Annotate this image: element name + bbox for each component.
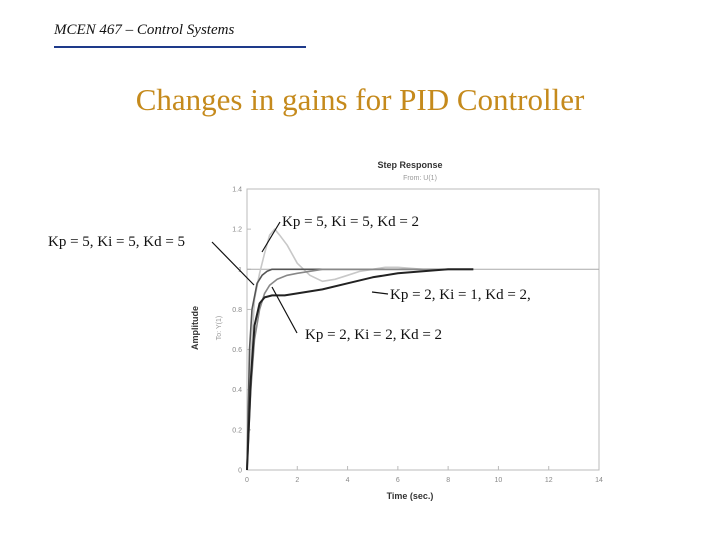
x-tick-label: 8: [446, 477, 450, 484]
pointer-kp2-ki1-kd2: [371, 291, 389, 295]
y-tick-label: 0.6: [232, 347, 242, 354]
y-tick-label: 1.2: [232, 227, 242, 234]
label-kp5-ki5-kd5: Kp = 5, Ki = 5, Kd = 5: [48, 234, 185, 250]
course-header: MCEN 467 – Control Systems: [54, 20, 306, 48]
y-tick-label: 0.8: [232, 307, 242, 314]
chart-subtitle: From: U(1): [403, 175, 437, 182]
label-kp5-ki5-kd2: Kp = 5, Ki = 5, Kd = 2: [282, 214, 419, 230]
x-tick-label: 14: [595, 477, 603, 484]
series-layer: [246, 228, 599, 471]
x-tick-label: 12: [545, 477, 553, 484]
label-kp2-ki2-kd2: Kp = 2, Ki = 2, Kd = 2: [305, 327, 442, 343]
x-tick-label: 2: [295, 477, 299, 484]
series-line-4: [246, 268, 474, 471]
y-tick-label: 0.4: [232, 387, 242, 394]
y-axis-label: Amplitude: [190, 306, 200, 350]
pointer-kp2-ki2-kd2: [271, 286, 298, 334]
y-tick-label: 1.4: [232, 187, 242, 194]
x-axis-label: Time (sec.): [387, 491, 434, 501]
y-tick-label: 0.2: [232, 427, 242, 434]
x-tick-label: 0: [245, 477, 249, 484]
chart-title: Step Response: [377, 160, 442, 170]
plot-frame: [246, 188, 600, 471]
y-tick-label: 0: [238, 468, 242, 475]
series-line-1: [246, 228, 474, 471]
x-tick-label: 4: [346, 477, 350, 484]
slide-title: Changes in gains for PID Controller: [135, 82, 585, 117]
pointer-kp5-ki5-kd2: [261, 221, 281, 253]
pointer-kp5-ki5-kd5: [211, 241, 255, 286]
label-kp2-ki1-kd2: Kp = 2, Ki = 1, Kd = 2,: [390, 287, 531, 303]
y-axis-sublabel: To: Y(1): [216, 316, 223, 340]
x-tick-label: 10: [495, 477, 503, 484]
series-line-3: [246, 268, 474, 471]
course-title: MCEN 467 – Control Systems: [54, 22, 235, 38]
x-tick-label: 6: [396, 477, 400, 484]
